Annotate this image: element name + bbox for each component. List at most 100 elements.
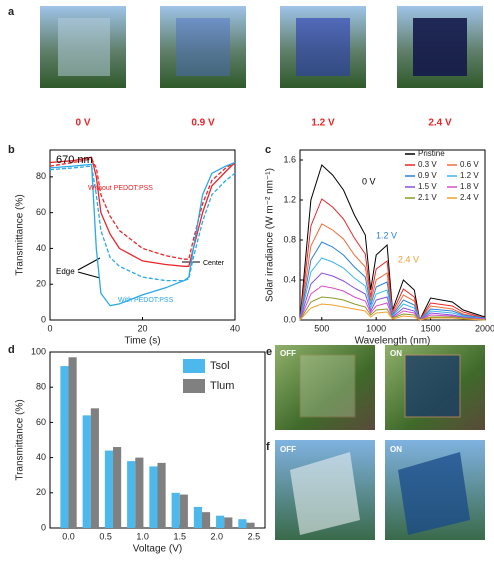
x-tick-label: 1500: [421, 323, 441, 333]
x-axis-label: Voltage (V): [133, 544, 182, 555]
y-tick-label: 0.0: [283, 314, 296, 324]
legend-label: 2.1 V: [418, 193, 437, 202]
series-line: [299, 241, 486, 321]
bar: [201, 512, 211, 528]
bar: [246, 522, 255, 528]
annotation: 670 nm: [56, 154, 93, 166]
x-tick-label: 500: [314, 323, 329, 333]
x-tick-label: 2000: [475, 323, 494, 333]
panel-label: b: [8, 144, 15, 156]
annotation: Center: [203, 260, 225, 267]
y-tick-label: 100: [31, 346, 46, 356]
y-tick-label: 20: [36, 279, 46, 289]
x-tick-label: 1.0: [136, 531, 149, 541]
window-film: [176, 18, 230, 76]
arrow: [77, 271, 101, 279]
photo-caption: OFF: [280, 349, 296, 358]
device: [398, 452, 470, 535]
legend-label: 0.3 V: [418, 160, 437, 169]
y-tick-label: 0: [41, 314, 46, 324]
x-tick-label: 0: [47, 323, 52, 333]
annotation: 0 V: [362, 176, 376, 186]
y-tick-label: 1.2: [283, 194, 296, 204]
bar: [216, 515, 225, 528]
chart: 500 1000 1500 2000 0.0 0.4 0.8 1.2 1.6 Wavelength…: [265, 149, 494, 347]
legend-label: 1.5 V: [418, 182, 437, 191]
y-axis-label: Transmittance (%): [15, 194, 26, 275]
bar: [113, 447, 122, 528]
bar: [149, 466, 158, 528]
photo-caption: 0.9 V: [191, 118, 215, 129]
series-line: [299, 303, 486, 321]
series-line: [299, 223, 486, 322]
bar: [193, 506, 202, 528]
photo-caption: 1.2 V: [311, 118, 335, 129]
bar: [60, 366, 69, 528]
x-tick-label: 0.5: [99, 531, 112, 541]
panel-label: e: [266, 346, 272, 358]
bar: [179, 494, 188, 528]
plot-frame: [299, 149, 486, 321]
panel-label: a: [8, 6, 15, 18]
photo: [160, 6, 246, 88]
photo-caption: 0 V: [75, 118, 90, 129]
y-tick-label: 40: [36, 243, 46, 253]
annotation: 2.4 V: [398, 254, 419, 264]
y-tick-label: 1.6: [283, 154, 296, 164]
y-tick-label: 0: [41, 522, 46, 532]
legend-label: Tsol: [210, 360, 230, 372]
legend-label: 0.6 V: [460, 160, 479, 169]
bar: [238, 519, 247, 528]
photo-caption: OFF: [280, 445, 296, 454]
legend-label: 1.8 V: [460, 182, 479, 191]
photo-caption: ON: [390, 445, 402, 454]
photo-caption: 2.4 V: [428, 118, 452, 129]
legend-label: 0.9 V: [418, 171, 437, 180]
annotation: Edge: [56, 267, 75, 276]
panel-label: d: [8, 344, 15, 356]
window-film: [296, 18, 350, 76]
panel-label: c: [265, 144, 271, 156]
series-line: [49, 156, 236, 267]
series-line: [49, 161, 236, 307]
y-tick-label: 60: [36, 417, 46, 427]
x-tick-label: 1000: [366, 323, 386, 333]
photos-ef: [275, 345, 485, 540]
x-tick-label: 2.5: [248, 531, 261, 541]
chart: 0 20 40 0 20 40 60 80 Time (s) Transmittance (%) 6…: [15, 149, 240, 347]
device: [299, 354, 356, 418]
x-axis-label: Time (s): [124, 336, 160, 347]
device: [290, 452, 360, 535]
x-tick-label: 20: [137, 323, 147, 333]
photo: [275, 345, 375, 430]
legend-swatch: [183, 359, 205, 373]
series-line: [299, 257, 486, 321]
chart: 0.0 0.5 1.0 1.5 2.0 2.5 0 20 40 60 80 100 Voltage (V…: [15, 346, 266, 555]
series-line: [299, 272, 486, 321]
legend-swatch: [183, 379, 205, 393]
series-line: [299, 164, 486, 322]
series-line: [299, 296, 486, 321]
bar: [82, 415, 91, 528]
x-tick-label: 1.5: [173, 531, 186, 541]
y-tick-label: 40: [36, 452, 46, 462]
panel-label: f: [266, 441, 270, 453]
window-film: [58, 18, 110, 76]
x-tick-label: 0.0: [62, 531, 75, 541]
bar: [104, 450, 114, 528]
legend-label: Tlum: [210, 380, 234, 392]
arrow: [77, 257, 101, 271]
series-line: [49, 165, 236, 282]
window-film: [413, 18, 467, 76]
bar: [68, 357, 77, 528]
device: [404, 354, 461, 418]
y-tick-label: 80: [36, 382, 46, 392]
series-line: [49, 158, 236, 260]
y-tick-label: 0.8: [283, 234, 296, 244]
x-axis-label: Wavelength (nm): [355, 336, 431, 347]
annotation: With PEDOT:PSS: [118, 297, 174, 304]
bar: [224, 517, 233, 528]
y-tick-label: 0.4: [283, 274, 296, 284]
annotation: Without PEDOT:PSS: [88, 185, 153, 192]
